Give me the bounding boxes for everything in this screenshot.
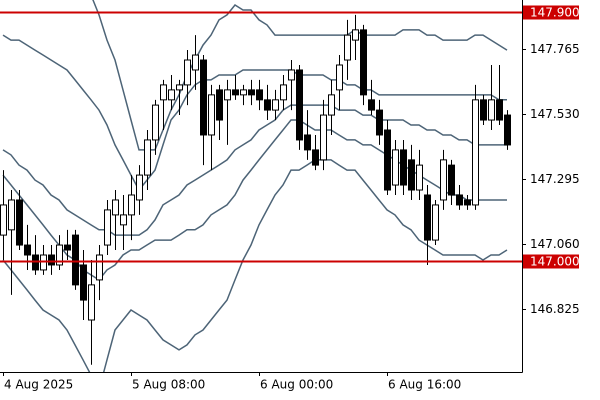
candle-body bbox=[184, 59, 191, 86]
candle-body bbox=[256, 89, 263, 101]
y-tick-label: 147.060 bbox=[530, 237, 580, 251]
candle-body bbox=[392, 149, 399, 186]
candle-body bbox=[360, 29, 367, 96]
candle-body bbox=[344, 34, 351, 61]
candle-body bbox=[48, 254, 55, 266]
candle-body bbox=[280, 84, 287, 101]
candle-body bbox=[128, 194, 135, 216]
candle-body bbox=[272, 99, 279, 111]
reference-label-box bbox=[523, 5, 579, 20]
x-tick-label: 6 Aug 16:00 bbox=[388, 378, 461, 392]
candle-body bbox=[472, 99, 479, 206]
candle-body bbox=[208, 94, 215, 136]
candle-body bbox=[232, 89, 239, 96]
candle-body bbox=[64, 244, 71, 251]
candle-body bbox=[312, 149, 319, 166]
axes: 147.765 147.530 147.295 147.060 146.825 4 Aug… bbox=[0, 0, 580, 392]
reference-label-box bbox=[523, 254, 579, 269]
candle-body bbox=[456, 194, 463, 206]
candle-body bbox=[320, 114, 327, 161]
candle-body bbox=[368, 99, 375, 111]
band-line bbox=[2, 34, 507, 192]
candle-body bbox=[24, 244, 31, 256]
y-tick-label: 146.825 bbox=[530, 302, 580, 316]
candle-body bbox=[168, 89, 175, 101]
band-line bbox=[92, 0, 508, 151]
candle-body bbox=[248, 89, 255, 96]
candle-body bbox=[400, 149, 407, 186]
candle-body bbox=[16, 199, 23, 246]
candle-body bbox=[120, 214, 127, 226]
candle-body bbox=[0, 204, 7, 236]
candle-body bbox=[104, 209, 111, 246]
candle-body bbox=[176, 84, 183, 91]
candle-body bbox=[160, 84, 167, 101]
candle-body bbox=[144, 139, 151, 176]
candle-body bbox=[288, 69, 295, 81]
y-tick-label: 147.765 bbox=[530, 42, 580, 56]
candle-body bbox=[432, 204, 439, 241]
candle-body bbox=[328, 94, 335, 116]
plot-area bbox=[0, 0, 511, 372]
candle-body bbox=[480, 99, 487, 121]
candle-body bbox=[504, 114, 511, 146]
y-tick-label: 147.530 bbox=[530, 107, 580, 121]
candle-body bbox=[136, 174, 143, 201]
candle-body bbox=[424, 194, 431, 241]
x-tick-label: 4 Aug 2025 bbox=[4, 378, 73, 392]
candle-body bbox=[80, 264, 87, 301]
candle-body bbox=[8, 199, 15, 231]
y-tick-label: 147.295 bbox=[530, 172, 580, 186]
candle-body bbox=[152, 104, 159, 141]
candle-body bbox=[264, 99, 271, 111]
candle-body bbox=[192, 54, 199, 71]
candle-body bbox=[352, 29, 359, 41]
candle-body bbox=[448, 164, 455, 196]
candle-body bbox=[496, 99, 503, 121]
x-tick-label: 5 Aug 08:00 bbox=[132, 378, 205, 392]
candle-body bbox=[216, 89, 223, 121]
candle-body bbox=[296, 69, 303, 141]
candle-body bbox=[488, 99, 495, 121]
candle-body bbox=[464, 199, 471, 206]
candle-body bbox=[200, 59, 207, 136]
candle-body bbox=[384, 129, 391, 191]
candle-body bbox=[112, 199, 119, 216]
reference-label: 147.900 bbox=[530, 6, 580, 20]
candle-body bbox=[96, 254, 103, 281]
candle-body bbox=[336, 64, 343, 91]
candle-body bbox=[224, 89, 231, 101]
candle-body bbox=[88, 284, 95, 321]
reference-label: 147.000 bbox=[530, 255, 580, 269]
candle-body bbox=[240, 89, 247, 96]
candle-body bbox=[72, 234, 79, 286]
candle-body bbox=[416, 164, 423, 191]
candle-body bbox=[440, 159, 447, 201]
candle-body bbox=[304, 134, 311, 151]
band-line bbox=[2, 104, 507, 236]
candle-body bbox=[408, 159, 415, 191]
x-tick-label: 6 Aug 00:00 bbox=[260, 378, 333, 392]
candle-body bbox=[56, 244, 63, 266]
candle-body bbox=[376, 109, 383, 136]
band-line bbox=[2, 159, 508, 372]
